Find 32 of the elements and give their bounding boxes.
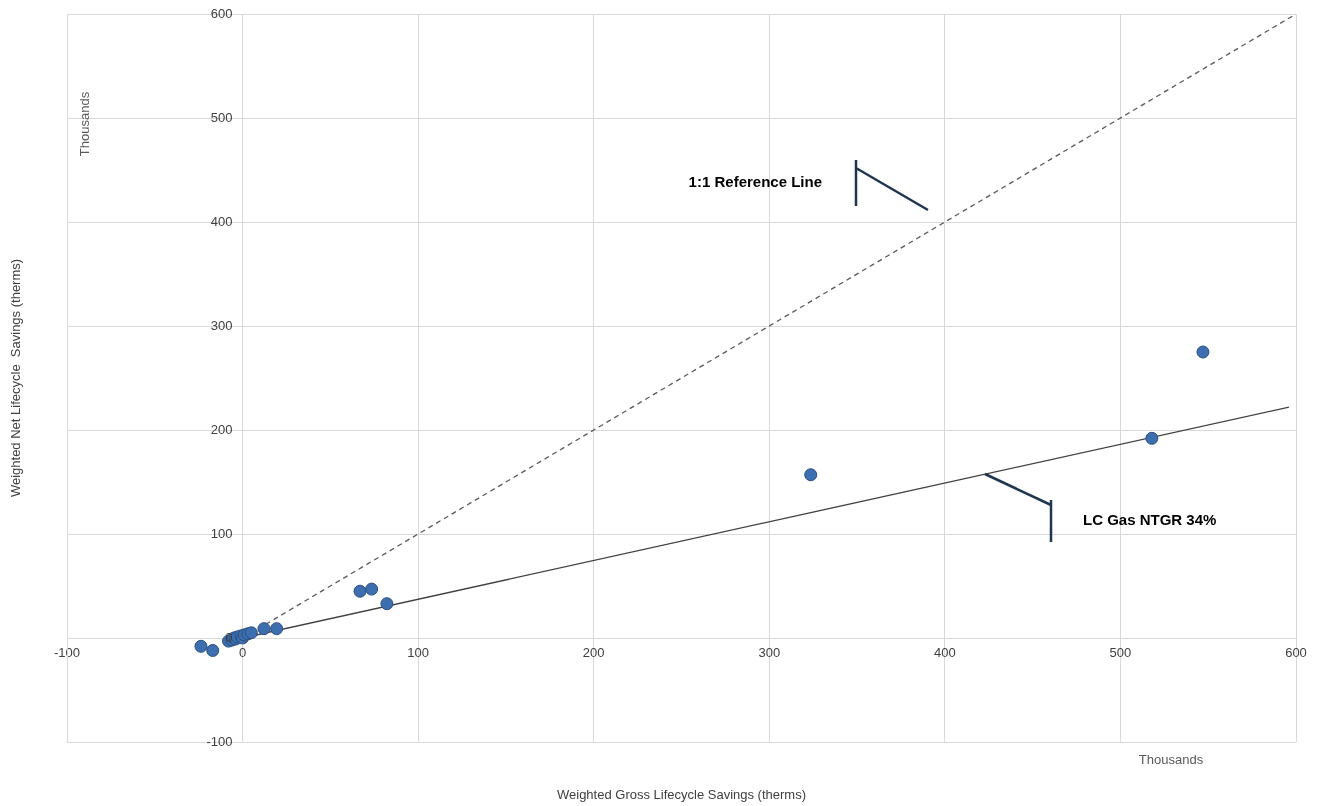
y-tick-label: 400	[210, 213, 233, 229]
point	[1145, 431, 1159, 445]
point	[270, 622, 284, 636]
x-tick-label: 300	[758, 645, 781, 661]
x-axis-title: Weighted Gross Lifecycle Savings (therms)	[556, 787, 807, 802]
x-tick-label: 200	[582, 645, 605, 661]
point	[380, 597, 394, 611]
annotation: Thousands	[77, 91, 92, 157]
x-tick-label: 600	[1285, 645, 1307, 661]
point	[257, 622, 271, 636]
y-tick-label: 0	[225, 629, 233, 645]
x-tick-label: 400	[934, 645, 956, 661]
x-tick-label: -100	[53, 645, 81, 661]
y-axis-title: Weighted Net Lifecycle Savings (therms)	[8, 258, 23, 498]
x-tick-label: 100	[407, 645, 429, 661]
point	[353, 584, 367, 598]
y-tick-label: 200	[210, 421, 233, 437]
x-tick-label: 0	[238, 645, 247, 661]
x-tick-label: 500	[1109, 645, 1132, 661]
y-tick-label: 500	[210, 109, 233, 125]
point	[206, 643, 220, 657]
annotation: 1:1 Reference Line	[688, 173, 822, 190]
point	[194, 639, 208, 653]
y-tick-label: 100	[210, 525, 233, 541]
point	[1196, 345, 1210, 359]
annotation: LC Gas NTGR 34%	[1083, 511, 1217, 528]
point	[804, 468, 818, 482]
y-tick-label: 600	[210, 5, 233, 21]
y-tick-label: 300	[210, 317, 233, 333]
point	[365, 582, 379, 596]
y-tick-label: -100	[206, 733, 233, 749]
text: Thousands	[1138, 752, 1204, 767]
